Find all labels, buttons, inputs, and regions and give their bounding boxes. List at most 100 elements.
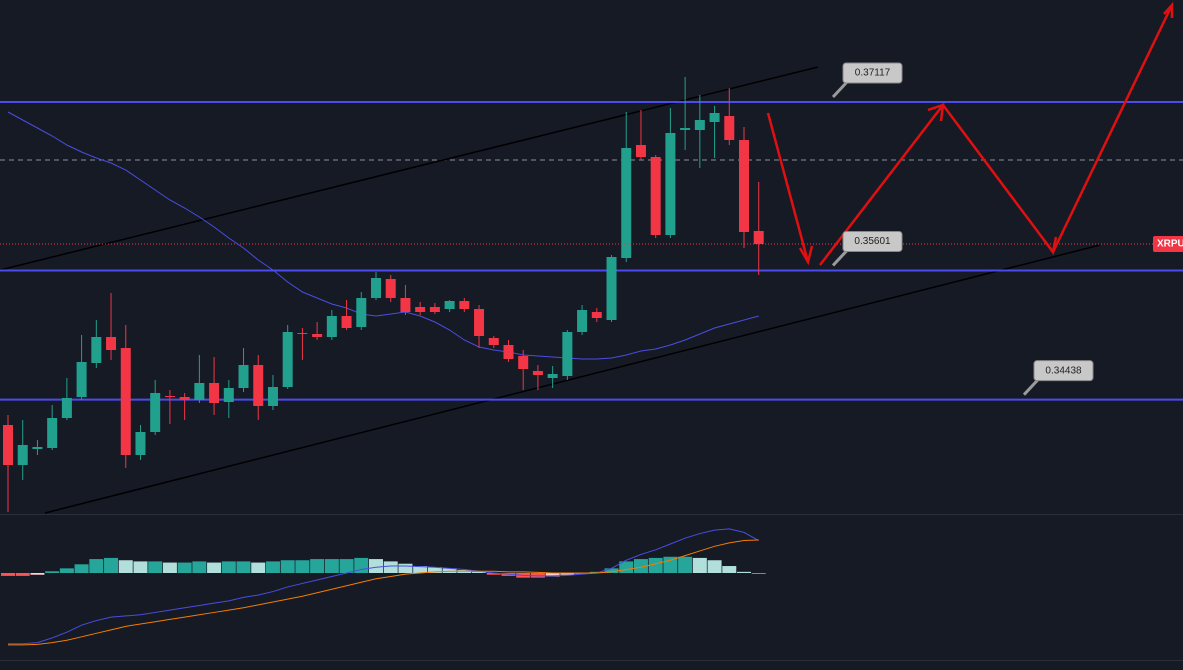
macd-line xyxy=(8,528,759,645)
marks xyxy=(0,77,1183,646)
macd-histogram-bar xyxy=(162,562,177,573)
macd-histogram-bar xyxy=(648,557,663,573)
candle-body xyxy=(724,116,735,140)
level-label: 0.34438 xyxy=(1045,365,1082,376)
macd-histogram-bar xyxy=(118,560,133,573)
arrowhead xyxy=(1043,236,1058,255)
candle-body xyxy=(371,278,381,298)
callout-pointer xyxy=(1022,378,1040,396)
candle-body xyxy=(179,397,190,400)
candle-body xyxy=(164,396,175,397)
candle-body xyxy=(547,374,558,378)
trendline xyxy=(44,244,1101,514)
candle-body xyxy=(753,231,764,244)
candle-body xyxy=(47,418,58,448)
macd-histogram-bar xyxy=(221,561,236,573)
macd-histogram-bar xyxy=(737,571,751,573)
candle-body xyxy=(444,301,455,309)
macd-histogram-bar xyxy=(280,560,295,573)
candle-body xyxy=(650,157,661,235)
candle-body xyxy=(680,128,691,130)
candle-body xyxy=(429,307,440,312)
macd-histogram-bar xyxy=(339,559,354,573)
arrowhead xyxy=(798,245,814,266)
candle-body xyxy=(194,383,205,400)
macd-histogram-bar xyxy=(104,557,119,573)
macd-histogram-bar xyxy=(310,559,325,573)
macd-histogram-bar xyxy=(545,573,560,577)
macd-histogram-bar xyxy=(30,573,45,575)
candle-body xyxy=(739,140,749,232)
arrowhead xyxy=(1163,1,1174,18)
arrow xyxy=(819,4,1174,266)
candle-body xyxy=(709,113,720,122)
macd-histogram-bar xyxy=(15,573,30,576)
macd-histogram-bar xyxy=(369,559,383,573)
candle-body xyxy=(267,387,278,406)
macd-histogram-bar xyxy=(472,571,487,573)
candle-body xyxy=(400,298,411,312)
macd-histogram-bar xyxy=(560,573,575,575)
macd-histogram-bar xyxy=(692,557,707,573)
candle-body xyxy=(17,445,28,465)
labels: 0.37117 0.35601 0.34438 XRPU xyxy=(831,62,1183,396)
candle-body xyxy=(253,365,264,406)
candle-body xyxy=(91,337,102,363)
macd-histogram-bar xyxy=(207,562,222,573)
macd-histogram-bar xyxy=(1,573,15,576)
level-label: 0.37117 xyxy=(855,68,891,79)
candle-body xyxy=(238,365,249,388)
candle-body xyxy=(532,371,543,375)
macd-histogram-bar xyxy=(678,556,693,573)
candle-body xyxy=(3,425,13,465)
callout-box xyxy=(842,62,903,84)
candle-body xyxy=(385,279,396,298)
macd-histogram-bar xyxy=(530,573,545,578)
macd-histogram-bar xyxy=(265,561,280,573)
candle-body xyxy=(665,133,676,235)
macd-histogram-bar xyxy=(589,571,604,573)
macd-histogram-bar xyxy=(398,563,413,573)
callout-pointer xyxy=(831,80,849,99)
symbol-tag xyxy=(1153,236,1183,252)
macd-histogram-bar xyxy=(295,560,310,573)
macd-histogram-bar xyxy=(722,566,737,573)
macd-histogram-bar xyxy=(427,567,442,573)
callout-box xyxy=(1033,360,1094,382)
candle-body xyxy=(488,338,499,345)
candle-body xyxy=(223,388,234,402)
macd-histogram-bar xyxy=(251,562,266,573)
callout-pointer xyxy=(831,249,849,267)
macd-histogram-bar xyxy=(148,561,163,573)
arrow xyxy=(766,112,810,263)
candle-body xyxy=(209,383,220,403)
macd-histogram-bar xyxy=(236,561,251,573)
candle-body xyxy=(76,362,87,397)
candle-body xyxy=(61,398,72,418)
candle-body xyxy=(518,356,529,369)
macd-histogram-bar xyxy=(707,560,722,573)
macd-histogram-bar xyxy=(74,564,89,573)
macd-histogram-bar xyxy=(45,571,60,573)
candle-body xyxy=(415,307,426,312)
macd-histogram-bar xyxy=(383,561,398,573)
candle-body xyxy=(135,432,146,455)
candle-body xyxy=(635,145,646,157)
macd-histogram-bar xyxy=(324,559,339,573)
candle-body xyxy=(341,316,352,328)
level-label: 0.35601 xyxy=(854,236,891,247)
macd-histogram-bar xyxy=(413,566,428,573)
macd-histogram-bar xyxy=(633,559,648,573)
candle-body xyxy=(459,301,470,309)
macd-histogram-bar xyxy=(133,561,148,573)
trendline xyxy=(0,66,819,271)
candle-body xyxy=(591,312,602,318)
macd-histogram-bar xyxy=(604,568,619,573)
macd-histogram-bar xyxy=(192,561,207,573)
candle-body xyxy=(106,337,117,350)
candle-body xyxy=(503,345,514,359)
candle-body xyxy=(694,120,705,130)
candle-body xyxy=(356,298,367,327)
